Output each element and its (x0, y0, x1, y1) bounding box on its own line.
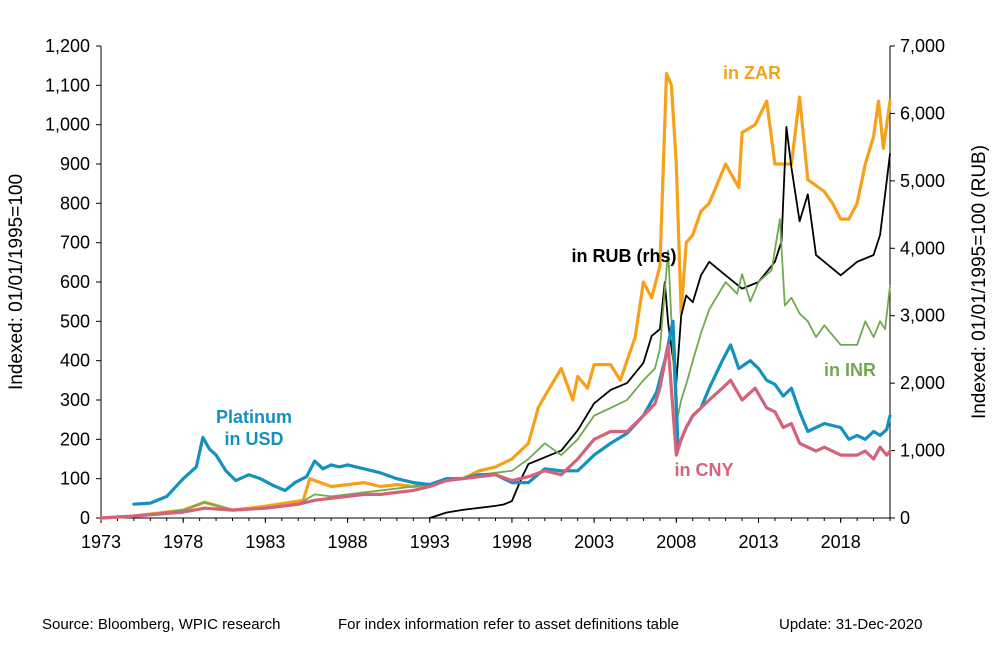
label-in-zar: in ZAR (723, 63, 781, 83)
label-in-cny: in CNY (674, 460, 733, 480)
series-line-in-zar (99, 71, 892, 520)
x-tick-label: 1993 (410, 532, 450, 552)
y-left-tick-label: 200 (60, 429, 90, 449)
y-left-tick-label: 600 (60, 272, 90, 292)
label-line: in ZAR (723, 63, 781, 83)
y-right-tick-label: 7,000 (900, 36, 945, 56)
series-line-in-inr (100, 218, 891, 519)
y-left-tick-label: 900 (60, 154, 90, 174)
x-tick-label: 1983 (245, 532, 285, 552)
y-left-tick-label: 1,200 (45, 36, 90, 56)
chart: 0 100 200 300 400 500 600 700 800 900 1,000 1,100 1,… (6, 36, 990, 552)
axes: 0 100 200 300 400 500 600 700 800 900 1,000 1,100 1,… (6, 36, 990, 552)
y-right-tick-label: 5,000 (900, 171, 945, 191)
source-note: Source: Bloomberg, WPIC research (42, 616, 281, 633)
y-axis-title-right: Indexed: 01/01/1995=100 (RUB) (969, 145, 990, 419)
y-right-tick-label: 6,000 (900, 103, 945, 123)
y-left-tick-label: 500 (60, 311, 90, 331)
y-left-tick-label: 700 (60, 233, 90, 253)
y-left-tick-label: 400 (60, 351, 90, 371)
index-info-note: For index information refer to asset def… (338, 616, 680, 633)
series-line-platinum-in-usd (132, 319, 892, 506)
label-in-inr: in INR (824, 360, 876, 380)
y-left-tick-label: 800 (60, 193, 90, 213)
x-tick-label: 2003 (574, 532, 614, 552)
y-right-tick-label: 0 (900, 508, 910, 528)
y-left-tick-label: 1,100 (45, 75, 90, 95)
y-right-tick-label: 3,000 (900, 306, 945, 326)
y-right-tick-label: 2,000 (900, 373, 945, 393)
x-tick-label: 1973 (81, 532, 121, 552)
label-line: in RUB (rhs) (572, 246, 677, 266)
x-tick-label: 2013 (738, 532, 778, 552)
y-left-tick-label: 1,000 (45, 115, 90, 135)
update-date: Update: 31-Dec-2020 (779, 616, 923, 633)
label-in-rub-rhs: in RUB (rhs) (572, 246, 677, 266)
label-platinum-in-usd: Platinum in USD (216, 407, 292, 449)
series-layer (99, 71, 892, 520)
y-right-tick-label: 4,000 (900, 238, 945, 258)
y-left-tick-label: 0 (80, 508, 90, 528)
label-line: in INR (824, 360, 876, 380)
series-line-in-cny (99, 343, 892, 520)
y-right-tick-label: 1,000 (900, 441, 945, 461)
x-tick-label: 2008 (656, 532, 696, 552)
x-tick-label: 2018 (821, 532, 861, 552)
x-tick-label: 1988 (328, 532, 368, 552)
y-axis-title-left: Indexed: 01/01/1995=100 (6, 174, 27, 390)
label-line: in CNY (674, 460, 733, 480)
label-line: in USD (224, 429, 283, 449)
x-tick-label: 1998 (492, 532, 532, 552)
label-line: Platinum (216, 407, 292, 427)
y-left-tick-label: 100 (60, 469, 90, 489)
series-line-in-rub-rhs (428, 126, 891, 519)
x-tick-label: 1978 (163, 532, 203, 552)
y-left-tick-label: 300 (60, 390, 90, 410)
annotations: Platinum in USD in ZAR in RUB (rhs) in INR in… (216, 63, 876, 480)
